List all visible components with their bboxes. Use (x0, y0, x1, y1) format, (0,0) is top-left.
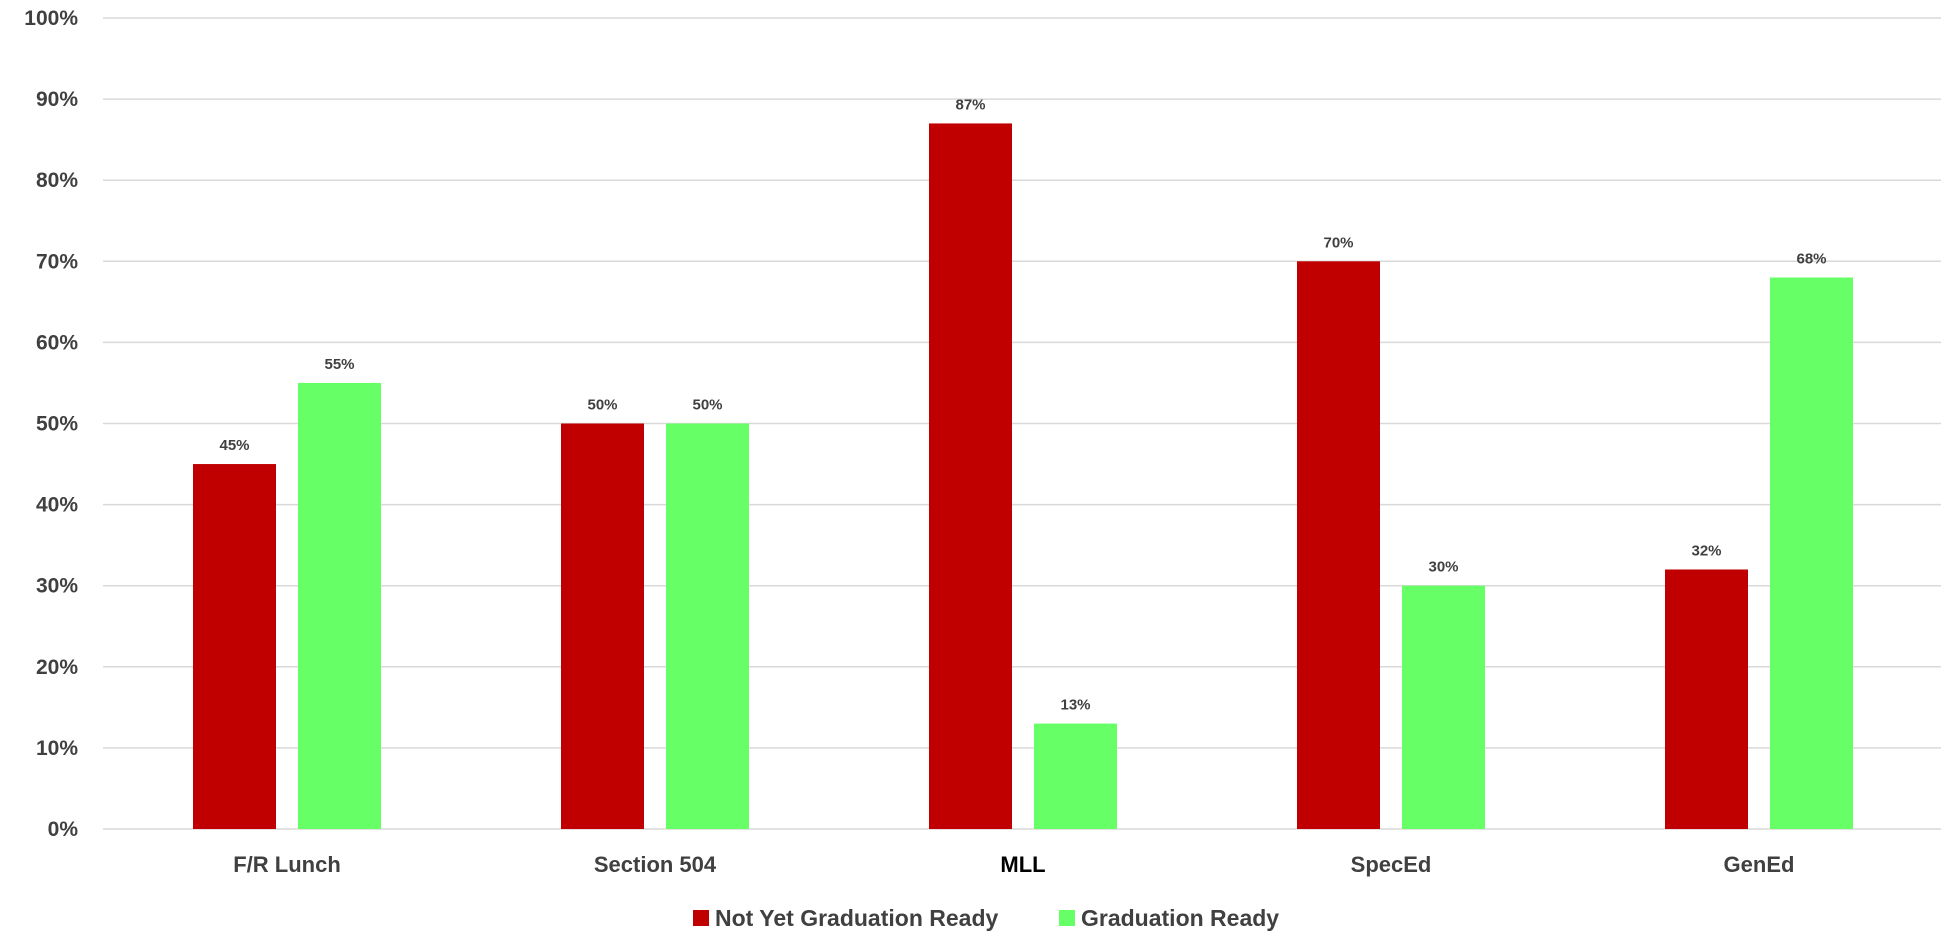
x-axis-category-labels: F/R Lunch Section 504 MLL SpecEd GenEd (233, 852, 1794, 877)
data-labels: 45% 55% 50% 50% 87% 13% 70% 30% 32% 68% (219, 96, 1826, 713)
bar-not-yet-graduation-ready (1297, 261, 1380, 829)
x-category-label: F/R Lunch (233, 852, 341, 877)
y-tick-label: 10% (36, 737, 78, 760)
y-tick-label: 60% (36, 331, 78, 354)
bar-not-yet-graduation-ready (561, 423, 644, 829)
y-tick-label: 90% (36, 88, 78, 111)
data-label: 55% (324, 356, 354, 373)
bars (193, 123, 1853, 830)
bar-graduation-ready (1034, 723, 1117, 829)
x-category-label: SpecEd (1351, 852, 1432, 877)
y-tick-label: 100% (24, 7, 78, 30)
bar-graduation-ready (298, 382, 381, 829)
gridlines (103, 17, 1941, 830)
y-tick-label: 50% (36, 413, 78, 436)
data-label: 45% (219, 437, 249, 454)
x-category-label: GenEd (1724, 852, 1795, 877)
data-label: 30% (1428, 559, 1458, 576)
data-label: 32% (1691, 542, 1721, 559)
y-axis-tick-labels: 0% 10% 20% 30% 40% 50% 60% 70% 80% 90% 100% (24, 7, 78, 841)
y-tick-label: 70% (36, 250, 78, 273)
x-category-label: Section 504 (594, 852, 717, 877)
y-tick-label: 80% (36, 169, 78, 192)
y-tick-label: 0% (48, 818, 79, 841)
bar-not-yet-graduation-ready (1665, 569, 1748, 829)
legend: Not Yet Graduation Ready Graduation Ready (693, 905, 1279, 931)
legend-swatch (1059, 910, 1075, 926)
data-label: 50% (587, 397, 617, 414)
legend-label: Not Yet Graduation Ready (715, 905, 999, 931)
bar-not-yet-graduation-ready (929, 123, 1012, 830)
data-label: 13% (1060, 697, 1090, 714)
legend-swatch (693, 910, 709, 926)
y-tick-label: 20% (36, 656, 78, 679)
x-category-label: MLL (1000, 852, 1045, 877)
data-label: 87% (955, 96, 985, 113)
bar-not-yet-graduation-ready (193, 464, 276, 829)
y-tick-label: 40% (36, 494, 78, 517)
legend-label: Graduation Ready (1081, 905, 1279, 931)
y-tick-label: 30% (36, 575, 78, 598)
data-label: 50% (692, 397, 722, 414)
bar-graduation-ready (666, 423, 749, 829)
bar-graduation-ready (1770, 277, 1853, 829)
data-label: 70% (1323, 234, 1353, 251)
bar-graduation-ready (1402, 585, 1485, 829)
data-label: 68% (1796, 251, 1826, 268)
